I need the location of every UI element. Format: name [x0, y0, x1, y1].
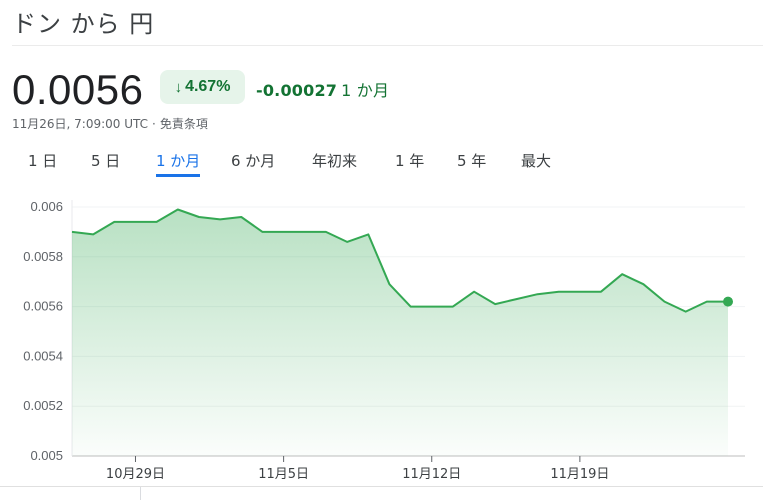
disclaimer-link[interactable]: 免責条項: [159, 117, 208, 131]
arrow-down-icon: ↓: [174, 78, 183, 96]
tab-1-day[interactable]: 1 日: [28, 152, 58, 170]
page-title: ドン から 円: [12, 10, 155, 38]
x-tick-label: 10月29日: [106, 467, 165, 482]
range-tabs: 1 日 5 日 1 か月 6 か月 年初来 1 年 5 年 最大: [0, 150, 763, 180]
x-tick-label: 11月19日: [550, 467, 609, 482]
y-tick-label: 0.0058: [23, 249, 63, 264]
y-tick-label: 0.0054: [23, 348, 63, 363]
y-tick-label: 0.0056: [23, 299, 63, 314]
change-percent-badge: ↓ 4.67%: [160, 70, 245, 104]
timestamp: 11月26日, 7:09:00 UTC: [12, 117, 149, 131]
bottom-divider: [0, 486, 763, 487]
change-abs-value: -0.00027: [256, 81, 338, 100]
x-tick-label: 11月12日: [402, 467, 461, 482]
tab-1-month[interactable]: 1 か月: [156, 150, 201, 177]
tab-ytd[interactable]: 年初来: [312, 152, 358, 170]
last-point-marker: [723, 296, 733, 307]
x-tick-label: 11月5日: [258, 467, 309, 482]
y-tick-label: 0.0052: [23, 398, 63, 413]
tab-1-year[interactable]: 1 年: [395, 152, 425, 170]
price-line: [71, 208, 728, 313]
tab-max[interactable]: 最大: [521, 152, 552, 170]
tab-6-month[interactable]: 6 か月: [231, 152, 276, 170]
change-period: 1 か月: [341, 81, 390, 100]
change-percent: 4.67%: [185, 78, 231, 95]
y-tick-label: 0.005: [30, 448, 63, 463]
bottom-tick: [140, 487, 141, 500]
tab-5-year[interactable]: 5 年: [457, 152, 487, 170]
current-price: 0.0056: [12, 66, 144, 113]
change-absolute: -0.00027 1 か月: [256, 77, 389, 101]
price-area: [72, 209, 728, 456]
meta-separator: ·: [152, 117, 156, 131]
y-tick-label: 0.006: [30, 199, 63, 214]
header-divider: [12, 45, 763, 46]
timestamp-line: 11月26日, 7:09:00 UTC · 免責条項: [12, 115, 208, 132]
tab-5-day[interactable]: 5 日: [91, 152, 121, 170]
